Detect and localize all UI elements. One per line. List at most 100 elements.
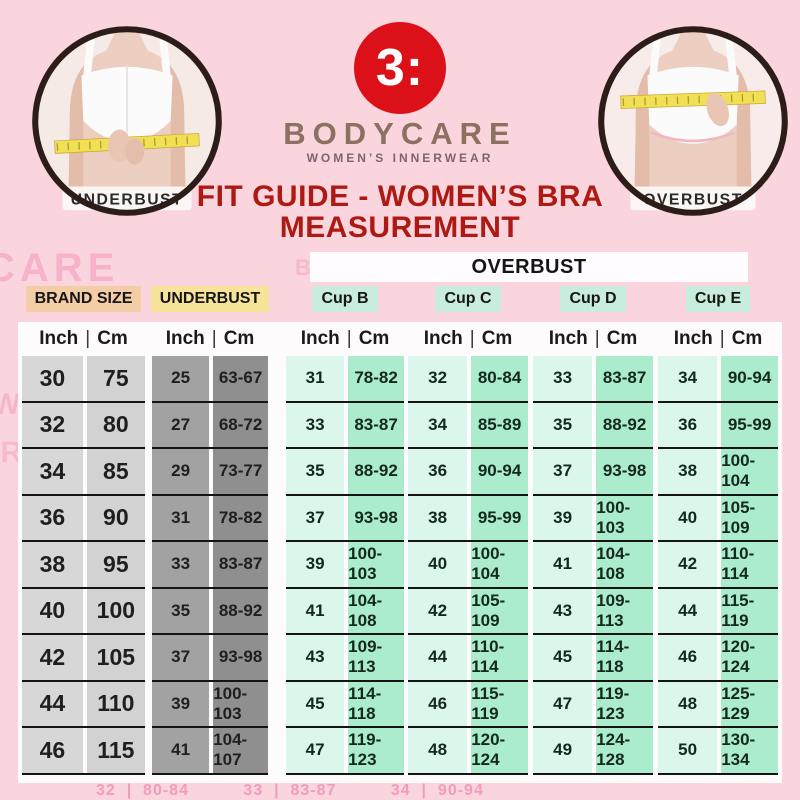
table-row: 44 110 bbox=[22, 681, 145, 728]
cm-cell: 105-109 bbox=[721, 495, 778, 540]
table-row: 46 115-119 bbox=[408, 681, 528, 728]
overbust-photo-label: OVERBUST bbox=[643, 192, 743, 209]
table-row: 43 109-113 bbox=[533, 588, 653, 635]
cm-cell: 90-94 bbox=[471, 449, 528, 494]
cm-cell: 85 bbox=[86, 449, 145, 494]
unit-cm-label: Cm bbox=[606, 328, 638, 349]
overbust-photo-illustration: OVERBUST bbox=[598, 26, 788, 216]
table-row: 33 83-87 bbox=[533, 356, 653, 403]
cm-cell: 114-118 bbox=[348, 681, 404, 726]
inch-cell: 46 bbox=[22, 728, 83, 773]
inch-cell: 36 bbox=[408, 449, 468, 494]
cm-cell: 124-128 bbox=[596, 728, 653, 773]
inch-cell: 44 bbox=[658, 588, 718, 633]
column-chip-underbust: UNDERBUST bbox=[150, 286, 270, 312]
bra-trim bbox=[650, 131, 736, 143]
inch-cell: 44 bbox=[22, 681, 83, 726]
inch-cell: 35 bbox=[152, 588, 210, 633]
underbust-photo-illustration: UNDERBUST bbox=[32, 26, 222, 216]
inch-cell: 47 bbox=[286, 728, 345, 773]
cm-cell: 125-129 bbox=[721, 681, 778, 726]
inch-cell: 45 bbox=[286, 681, 345, 726]
table-row: 41 104-108 bbox=[286, 588, 404, 635]
page-title-line1: FIT GUIDE - WOMEN’S BRA bbox=[196, 180, 604, 213]
cm-cell: 100-103 bbox=[213, 681, 268, 726]
cm-cell: 104-108 bbox=[348, 588, 404, 633]
inch-cell: 35 bbox=[286, 449, 345, 494]
inch-cell: 42 bbox=[408, 588, 468, 633]
table-row: 25 63-67 bbox=[152, 356, 268, 403]
inch-cell: 37 bbox=[152, 635, 210, 680]
table-row: 44 115-119 bbox=[658, 588, 778, 635]
table-row: 34 90-94 bbox=[658, 356, 778, 403]
inch-cell: 34 bbox=[22, 449, 83, 494]
unit-header-cup_c: Inch | Cm bbox=[408, 322, 528, 356]
cm-cell: 95-99 bbox=[471, 495, 528, 540]
inch-cell: 34 bbox=[658, 356, 718, 401]
inch-cell: 45 bbox=[533, 635, 593, 680]
table-group-underbust: Inch | Cm 25 63-67 27 68-72 29 73-77 31 78-82 33 83-… bbox=[152, 322, 268, 783]
photo-ring bbox=[598, 26, 788, 216]
bra-straps bbox=[649, 38, 737, 76]
hand-illustration bbox=[125, 138, 145, 165]
table-group-cup_e: Inch | Cm 34 90-94 36 95-99 38 100-104 40 105-109 4… bbox=[658, 322, 778, 783]
unit-cm-label: Cm bbox=[481, 328, 513, 349]
inch-cell: 47 bbox=[533, 681, 593, 726]
table-row: 39 100-103 bbox=[152, 681, 268, 728]
unit-inch-label: Inch bbox=[300, 328, 340, 349]
table-row: 27 68-72 bbox=[152, 402, 268, 449]
unit-separator: | bbox=[719, 328, 725, 349]
inch-cell: 40 bbox=[408, 542, 468, 587]
table-row: 42 110-114 bbox=[658, 542, 778, 589]
underbust-photo-label: UNDERBUST bbox=[71, 192, 184, 209]
table-row: 40 100 bbox=[22, 588, 145, 635]
cm-cell: 115-119 bbox=[721, 588, 778, 633]
table-row: 48 120-124 bbox=[408, 728, 528, 775]
table-row: 35 88-92 bbox=[286, 449, 404, 496]
cm-cell: 88-92 bbox=[213, 588, 268, 633]
unit-header-underbust: Inch | Cm bbox=[152, 322, 268, 356]
cm-cell: 90 bbox=[86, 495, 145, 540]
table-row: 49 124-128 bbox=[533, 728, 653, 775]
table-row: 50 130-134 bbox=[658, 728, 778, 775]
inch-cell: 27 bbox=[152, 402, 210, 447]
inch-cell: 46 bbox=[658, 635, 718, 680]
inch-cell: 43 bbox=[286, 635, 345, 680]
table-row: 31 78-82 bbox=[152, 495, 268, 542]
table-row: 37 93-98 bbox=[152, 635, 268, 682]
inch-cell: 50 bbox=[658, 728, 718, 773]
table-row: 37 93-98 bbox=[533, 449, 653, 496]
inch-cell: 35 bbox=[533, 402, 593, 447]
chip-slot-cup_e: Cup E bbox=[658, 286, 778, 312]
unit-header-cup_b: Inch | Cm bbox=[286, 322, 404, 356]
unit-separator: | bbox=[211, 328, 217, 349]
table-row: 30 75 bbox=[22, 356, 145, 403]
unit-separator: | bbox=[346, 328, 352, 349]
cm-cell: 80 bbox=[86, 402, 145, 447]
underbust-photo: UNDERBUST bbox=[32, 26, 222, 216]
cm-cell: 93-98 bbox=[213, 635, 268, 680]
unit-inch-label: Inch bbox=[39, 328, 79, 349]
table-row: 38 95 bbox=[22, 542, 145, 589]
inch-cell: 31 bbox=[286, 356, 345, 401]
table-group-cup_b: Inch | Cm 31 78-82 33 83-87 35 88-92 37 93-98 39 100… bbox=[286, 322, 404, 783]
chip-slot-cup_b: Cup B bbox=[286, 286, 404, 312]
unit-cm-label: Cm bbox=[731, 328, 763, 349]
inch-cell: 40 bbox=[22, 588, 83, 633]
inch-cell: 37 bbox=[533, 449, 593, 494]
cm-cell: 78-82 bbox=[213, 495, 268, 540]
column-chip-cup_e: Cup E bbox=[685, 286, 751, 312]
unit-header-cup_d: Inch | Cm bbox=[533, 322, 653, 356]
table-row: 39 100-103 bbox=[286, 542, 404, 589]
table-row: 41 104-107 bbox=[152, 728, 268, 775]
column-chip-brand_size: BRAND SIZE bbox=[25, 286, 142, 312]
brand-tagline: WOMEN’S INNERWEAR bbox=[306, 151, 494, 165]
inch-cell: 46 bbox=[408, 681, 468, 726]
inch-cell: 48 bbox=[658, 681, 718, 726]
table-row: 47 119-123 bbox=[533, 681, 653, 728]
cm-cell: 73-77 bbox=[213, 449, 268, 494]
cm-cell: 104-108 bbox=[596, 542, 653, 587]
table-row: 31 78-82 bbox=[286, 356, 404, 403]
cm-cell: 80-84 bbox=[471, 356, 528, 401]
overbust-span-header: OVERBUST bbox=[310, 252, 748, 282]
